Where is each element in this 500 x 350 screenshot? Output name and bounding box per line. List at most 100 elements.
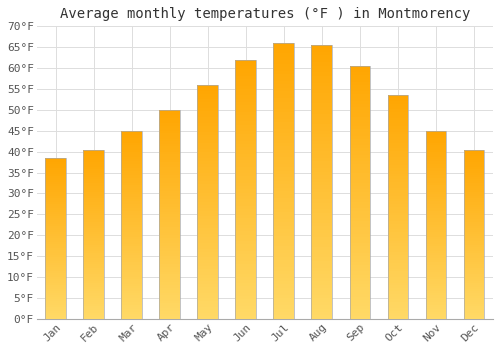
Bar xyxy=(160,146,180,149)
Bar xyxy=(236,102,256,105)
Bar xyxy=(426,168,446,171)
Bar xyxy=(350,306,370,309)
Bar xyxy=(388,316,408,319)
Bar xyxy=(160,170,180,173)
Bar xyxy=(464,211,484,213)
Bar xyxy=(46,248,66,251)
Bar xyxy=(274,285,294,288)
Bar xyxy=(160,290,180,293)
Bar xyxy=(198,193,218,196)
Bar xyxy=(350,211,370,215)
Bar xyxy=(198,123,218,126)
Bar xyxy=(274,88,294,91)
Bar xyxy=(84,300,104,302)
Bar xyxy=(274,278,294,281)
Bar xyxy=(198,275,218,278)
Bar xyxy=(198,88,218,91)
Bar xyxy=(160,219,180,222)
Bar xyxy=(274,160,294,164)
Bar xyxy=(388,216,408,218)
Bar xyxy=(426,204,446,206)
Bar xyxy=(464,272,484,274)
Bar xyxy=(46,170,66,172)
Bar xyxy=(46,246,66,248)
Bar xyxy=(46,200,66,202)
Bar xyxy=(388,213,408,216)
Bar xyxy=(388,182,408,185)
Bar xyxy=(388,254,408,257)
Bar xyxy=(426,253,446,255)
Bar xyxy=(236,225,256,228)
Bar xyxy=(388,285,408,288)
Bar xyxy=(46,204,66,206)
Bar xyxy=(236,105,256,108)
Bar xyxy=(122,230,142,232)
Bar xyxy=(464,186,484,188)
Bar xyxy=(274,71,294,74)
Bar xyxy=(350,249,370,252)
Bar xyxy=(46,224,66,226)
Bar xyxy=(160,225,180,228)
Bar xyxy=(274,122,294,126)
Bar xyxy=(350,196,370,199)
Bar xyxy=(426,237,446,239)
Bar xyxy=(236,274,256,277)
Bar xyxy=(160,183,180,186)
Bar xyxy=(388,171,408,174)
Bar xyxy=(388,199,408,202)
Bar xyxy=(312,83,332,86)
Bar xyxy=(198,287,218,290)
Bar xyxy=(426,135,446,138)
Bar xyxy=(160,298,180,301)
Bar xyxy=(84,317,104,319)
Bar xyxy=(198,175,218,178)
Bar xyxy=(426,166,446,168)
Bar xyxy=(274,77,294,81)
Bar xyxy=(464,160,484,162)
Bar xyxy=(274,43,294,47)
Bar xyxy=(122,180,142,182)
Bar xyxy=(350,104,370,107)
Bar xyxy=(46,166,66,168)
Bar xyxy=(312,309,332,312)
Bar xyxy=(46,301,66,303)
Bar xyxy=(274,239,294,243)
Bar xyxy=(236,228,256,231)
Bar xyxy=(464,289,484,292)
Bar xyxy=(122,166,142,168)
Bar xyxy=(426,206,446,208)
Bar xyxy=(198,246,218,248)
Bar xyxy=(198,243,218,246)
Bar xyxy=(464,243,484,245)
Bar xyxy=(122,241,142,244)
Bar xyxy=(160,120,180,123)
Bar xyxy=(46,251,66,252)
Bar xyxy=(46,317,66,319)
Bar xyxy=(350,132,370,135)
Bar xyxy=(426,227,446,230)
Bar xyxy=(236,234,256,238)
Bar xyxy=(46,214,66,216)
Bar xyxy=(198,111,218,114)
Bar xyxy=(312,220,332,223)
Bar xyxy=(198,140,218,143)
Bar xyxy=(84,270,104,272)
Bar xyxy=(426,138,446,140)
Bar xyxy=(160,173,180,175)
Bar xyxy=(122,199,142,201)
Bar xyxy=(46,275,66,276)
Bar xyxy=(46,196,66,198)
Bar xyxy=(274,84,294,88)
Bar xyxy=(312,292,332,295)
Bar xyxy=(122,218,142,220)
Bar xyxy=(464,188,484,190)
Bar xyxy=(312,312,332,315)
Bar xyxy=(426,171,446,173)
Bar xyxy=(274,216,294,219)
Bar xyxy=(312,216,332,220)
Bar xyxy=(426,175,446,178)
Bar xyxy=(122,192,142,194)
Bar xyxy=(388,190,408,193)
Bar xyxy=(388,134,408,137)
Bar xyxy=(160,215,180,217)
